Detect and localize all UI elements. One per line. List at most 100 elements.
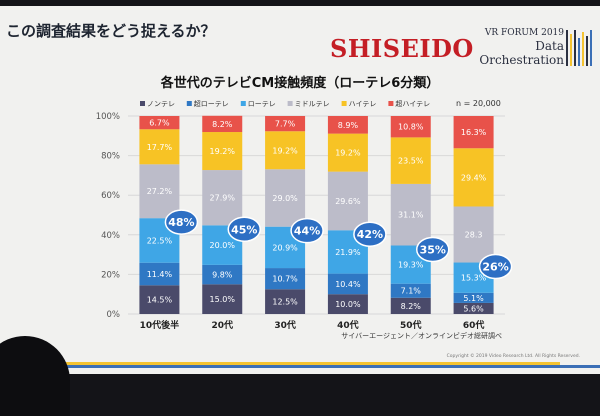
- callout-bubble: [353, 221, 387, 247]
- bar-value-label: 20.9%: [272, 243, 298, 252]
- forum-subtitle-data: Data: [535, 39, 564, 53]
- bar-value-label: 19.2%: [272, 146, 298, 155]
- bar-segment: [327, 273, 368, 295]
- bar-value-label: 8.9%: [338, 121, 359, 130]
- bar-segment: [327, 294, 368, 314]
- bar-value-label: 29.4%: [461, 173, 487, 182]
- x-tick-label: 10代後半: [140, 319, 180, 331]
- legend-swatch: [140, 101, 145, 106]
- bar-segment: [265, 268, 306, 290]
- bar-value-label: 27.9%: [210, 194, 236, 203]
- x-tick-label: 30代: [274, 319, 296, 331]
- bar-value-label: 6.7%: [149, 119, 170, 128]
- legend-label: ローテレ: [248, 100, 276, 108]
- bar-value-label: 10.7%: [272, 275, 298, 284]
- bar-segment: [327, 133, 368, 172]
- legend-label: ミドルテレ: [295, 100, 330, 108]
- source-note: サイバーエージェント／オンラインビデオ総研調べ: [341, 331, 502, 340]
- bar-segment: [453, 206, 494, 263]
- callout-label: 35%: [420, 243, 446, 256]
- x-tick-label: 60代: [463, 319, 485, 331]
- legend-label: ハイテレ: [349, 100, 377, 108]
- callout-label: 45%: [231, 223, 257, 236]
- bar-segment: [265, 169, 306, 227]
- x-tick-label: 20代: [211, 319, 233, 331]
- legend-label: 超ローテレ: [194, 99, 229, 108]
- bar-value-label: 19.3%: [398, 261, 424, 270]
- bar-value-label: 7.1%: [401, 287, 422, 296]
- callout-bubble: [416, 236, 450, 263]
- bar-value-label: 19.2%: [210, 147, 236, 156]
- bar-segment: [265, 131, 306, 170]
- footer-color-band: [0, 362, 600, 374]
- forum-branding: VR FORUM 2019 Data Orchestration: [468, 28, 564, 67]
- bar-segment: [202, 115, 243, 133]
- bar-value-label: 29.6%: [335, 197, 361, 206]
- shiseido-logo: SHISEIDO: [330, 34, 474, 63]
- bar-value-label: 8.2%: [212, 120, 233, 129]
- bar-value-label: 22.5%: [147, 236, 173, 245]
- legend-label: ノンテレ: [147, 100, 175, 108]
- legend-swatch: [186, 101, 192, 106]
- bar-segment: [390, 283, 431, 298]
- bar-value-label: 23.5%: [398, 157, 424, 166]
- bar-value-label: 5.6%: [463, 304, 484, 313]
- bar-segment: [453, 292, 494, 303]
- bar-value-label: 9.8%: [212, 271, 233, 280]
- y-tick-label: 100%: [96, 112, 120, 122]
- legend-swatch: [341, 101, 347, 106]
- bar-value-label: 10.4%: [335, 280, 361, 289]
- legend-label: 超ハイテレ: [395, 99, 430, 108]
- bar-segment: [390, 183, 431, 246]
- bar-value-label: 15.0%: [210, 295, 236, 304]
- bar-value-label: 15.3%: [461, 274, 487, 283]
- bar-segment: [202, 264, 243, 285]
- bar-segment: [139, 116, 180, 130]
- sample-size-label: n = 20,000: [456, 99, 501, 108]
- bar-segment: [390, 116, 431, 138]
- bar-value-label: 8.2%: [401, 302, 422, 311]
- bar-value-label: 20.0%: [210, 241, 236, 250]
- bar-value-label: 21.9%: [335, 248, 361, 257]
- callout-bubble: [290, 217, 324, 244]
- x-tick-label: 40代: [337, 319, 359, 331]
- y-tick-label: 80%: [101, 152, 120, 162]
- callout-label: 44%: [294, 225, 320, 238]
- bar-value-label: 31.1%: [398, 211, 424, 220]
- bar-value-label: 10.0%: [335, 300, 361, 309]
- bar-value-label: 7.7%: [275, 120, 296, 129]
- bar-segment: [390, 297, 431, 314]
- bar-value-label: 12.5%: [272, 298, 298, 307]
- forum-name: VR FORUM 2019: [484, 28, 564, 38]
- bar-segment: [202, 132, 243, 171]
- bar-segment: [453, 116, 494, 149]
- bar-segment: [265, 116, 306, 132]
- bar-segment: [202, 170, 243, 226]
- bar-value-label: 19.2%: [335, 149, 361, 158]
- y-tick-label: 60%: [101, 191, 120, 201]
- bar-segment: [390, 137, 431, 184]
- callout-label: 48%: [168, 216, 194, 229]
- bar-value-label: 16.3%: [461, 128, 487, 137]
- y-tick-label: 0%: [107, 310, 121, 320]
- bar-value-label: 17.7%: [147, 143, 173, 152]
- barcode-logo-icon: [566, 30, 592, 66]
- bar-segment: [139, 262, 180, 286]
- slide-title: この調査結果をどう捉えるか？: [6, 22, 216, 40]
- x-tick-label: 50代: [400, 319, 422, 331]
- bar-segment: [139, 285, 180, 314]
- bar-segment: [327, 116, 368, 134]
- y-tick-label: 20%: [101, 270, 120, 280]
- bar-value-label: 27.2%: [147, 187, 173, 196]
- callout-bubble: [164, 209, 199, 235]
- bar-segment: [327, 171, 368, 231]
- chart-title: 各世代のテレビCM接触頻度（ローテレ6分類）: [160, 76, 440, 91]
- bar-value-label: 10.8%: [398, 123, 424, 132]
- bar-value-label: 11.4%: [147, 270, 173, 279]
- bar-segment: [265, 289, 306, 314]
- callout-bubble: [227, 216, 261, 243]
- bar-segment: [139, 129, 180, 165]
- bar-segment: [453, 302, 494, 314]
- bar-value-label: 5.1%: [463, 294, 484, 303]
- legend-swatch: [388, 101, 394, 106]
